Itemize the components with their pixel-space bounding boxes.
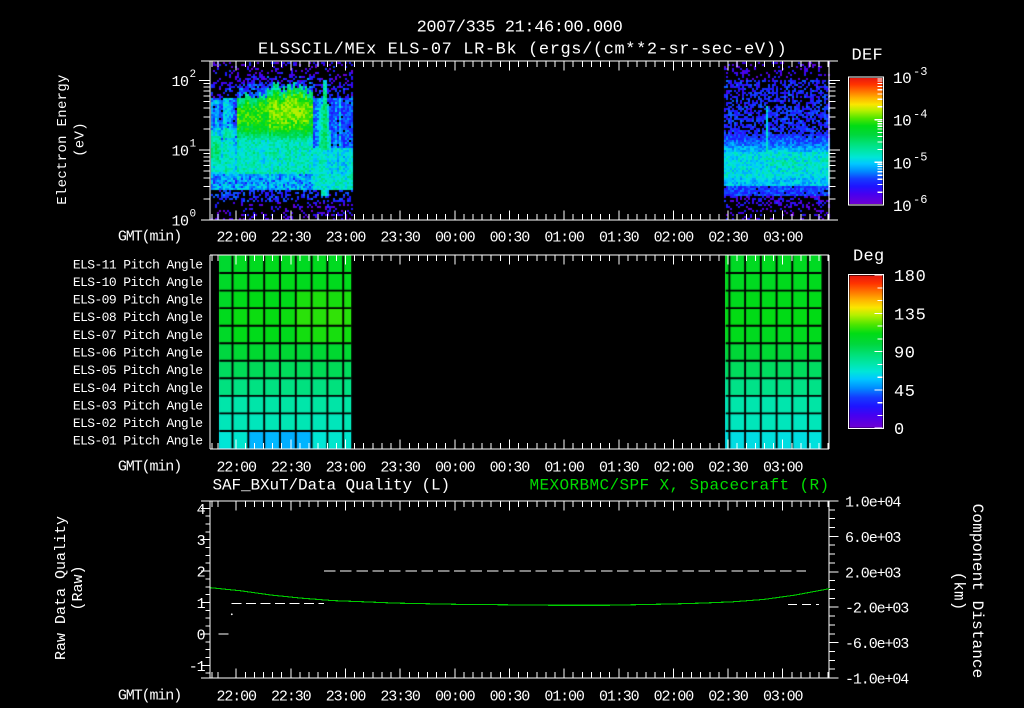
svg-text:03:00: 03:00 — [763, 459, 804, 476]
svg-text:01:00: 01:00 — [544, 689, 585, 706]
svg-text:00:30: 00:30 — [490, 459, 531, 476]
svg-text:10: 10 — [172, 74, 190, 91]
svg-text:135: 135 — [894, 306, 926, 325]
svg-text:GMT(min): GMT(min) — [118, 458, 181, 475]
svg-text:GMT(min): GMT(min) — [118, 228, 181, 245]
svg-text:22:00: 22:00 — [216, 459, 257, 476]
svg-text:SAF_BXuT/Data Quality (L): SAF_BXuT/Data Quality (L) — [213, 477, 451, 495]
svg-text:23:00: 23:00 — [326, 689, 367, 706]
svg-text:03:00: 03:00 — [763, 229, 804, 246]
svg-text:GMT(min): GMT(min) — [118, 688, 181, 705]
svg-text:00:30: 00:30 — [490, 689, 531, 706]
svg-text:Electron Energy: Electron Energy — [55, 74, 71, 205]
svg-text:3: 3 — [197, 533, 206, 550]
svg-text:Component Distance: Component Distance — [968, 504, 986, 679]
svg-text:1.0e+04: 1.0e+04 — [845, 495, 901, 512]
svg-text:00:30: 00:30 — [490, 229, 531, 246]
svg-text:01:30: 01:30 — [599, 229, 640, 246]
svg-text:-1: -1 — [189, 659, 206, 676]
svg-text:01:30: 01:30 — [599, 459, 640, 476]
svg-text:-3: -3 — [913, 65, 927, 79]
svg-text:10: 10 — [893, 198, 911, 216]
svg-text:0: 0 — [894, 421, 905, 440]
svg-text:2: 2 — [190, 69, 197, 81]
svg-text:-1.0e+04: -1.0e+04 — [845, 672, 909, 689]
svg-text:02:00: 02:00 — [654, 459, 695, 476]
svg-text:23:30: 23:30 — [380, 689, 421, 706]
svg-text:1: 1 — [197, 596, 206, 613]
svg-text:23:30: 23:30 — [380, 229, 421, 246]
svg-text:02:30: 02:30 — [708, 689, 749, 706]
svg-text:03:00: 03:00 — [763, 689, 804, 706]
svg-text:ELS-09 Pitch Angle: ELS-09 Pitch Angle — [73, 293, 203, 308]
svg-text:23:00: 23:00 — [326, 229, 367, 246]
svg-text:22:30: 22:30 — [271, 459, 312, 476]
svg-text:01:00: 01:00 — [544, 459, 585, 476]
svg-text:ELS-07 Pitch Angle: ELS-07 Pitch Angle — [73, 328, 203, 343]
svg-text:90: 90 — [894, 345, 916, 364]
svg-text:22:00: 22:00 — [216, 689, 257, 706]
svg-text:00:00: 00:00 — [435, 459, 476, 476]
svg-text:ELS-01 Pitch Angle: ELS-01 Pitch Angle — [73, 434, 203, 449]
svg-text:-5: -5 — [913, 150, 927, 164]
svg-text:(Raw): (Raw) — [70, 565, 87, 610]
svg-text:ELSSCIL/MEx ELS-07 LR-Bk (erg: ELSSCIL/MEx ELS-07 LR-Bk (ergs/(cm**2-sr… — [258, 41, 787, 60]
svg-text:0: 0 — [197, 627, 206, 644]
svg-text:ELS-10 Pitch Angle: ELS-10 Pitch Angle — [73, 275, 203, 290]
svg-text:10: 10 — [172, 214, 190, 231]
svg-text:Raw Data Quality: Raw Data Quality — [53, 516, 70, 660]
svg-text:01:30: 01:30 — [599, 689, 640, 706]
svg-text:1: 1 — [190, 139, 197, 151]
svg-text:ELS-05 Pitch Angle: ELS-05 Pitch Angle — [73, 363, 203, 378]
svg-text:0: 0 — [190, 209, 197, 221]
svg-text:ELS-04 Pitch Angle: ELS-04 Pitch Angle — [73, 381, 203, 396]
svg-text:02:30: 02:30 — [708, 229, 749, 246]
svg-text:180: 180 — [894, 268, 926, 287]
svg-text:02:00: 02:00 — [654, 229, 695, 246]
svg-text:2.0e+03: 2.0e+03 — [845, 565, 901, 582]
svg-text:00:00: 00:00 — [435, 689, 476, 706]
svg-text:-6.0e+03: -6.0e+03 — [845, 636, 909, 653]
svg-text:10: 10 — [893, 113, 911, 131]
svg-text:01:00: 01:00 — [544, 229, 585, 246]
svg-text:22:30: 22:30 — [271, 689, 312, 706]
svg-text:10: 10 — [172, 144, 190, 161]
svg-text:(km): (km) — [949, 572, 967, 611]
svg-text:10: 10 — [893, 155, 911, 173]
svg-text:02:30: 02:30 — [708, 459, 749, 476]
svg-text:ELS-06 Pitch Angle: ELS-06 Pitch Angle — [73, 346, 203, 361]
svg-text:ELS-03 Pitch Angle: ELS-03 Pitch Angle — [73, 398, 203, 413]
svg-text:4: 4 — [197, 502, 206, 519]
svg-text:-4: -4 — [913, 108, 927, 122]
svg-text:(eV): (eV) — [73, 122, 89, 157]
svg-text:00:00: 00:00 — [435, 229, 476, 246]
svg-text:23:30: 23:30 — [380, 459, 421, 476]
svg-text:10: 10 — [893, 70, 911, 88]
svg-text:6.0e+03: 6.0e+03 — [845, 530, 901, 547]
svg-text:ELS-08 Pitch Angle: ELS-08 Pitch Angle — [73, 310, 203, 325]
svg-text:2007/335 21:46:00.000: 2007/335 21:46:00.000 — [417, 19, 623, 38]
svg-text:2: 2 — [197, 565, 205, 582]
svg-text:22:00: 22:00 — [216, 229, 257, 246]
svg-text:-2.0e+03: -2.0e+03 — [845, 601, 909, 618]
svg-text:02:00: 02:00 — [654, 689, 695, 706]
svg-text:ELS-02 Pitch Angle: ELS-02 Pitch Angle — [73, 416, 203, 431]
svg-text:DEF: DEF — [852, 47, 884, 66]
svg-text:45: 45 — [894, 383, 916, 402]
svg-text:Deg: Deg — [853, 248, 885, 267]
svg-text:ELS-11 Pitch Angle: ELS-11 Pitch Angle — [73, 257, 203, 272]
svg-text:MEXORBMC/SPF X, Spacecraft (R): MEXORBMC/SPF X, Spacecraft (R) — [530, 477, 830, 495]
svg-text:22:30: 22:30 — [271, 229, 312, 246]
svg-text:-6: -6 — [913, 193, 927, 207]
svg-text:23:00: 23:00 — [326, 459, 367, 476]
